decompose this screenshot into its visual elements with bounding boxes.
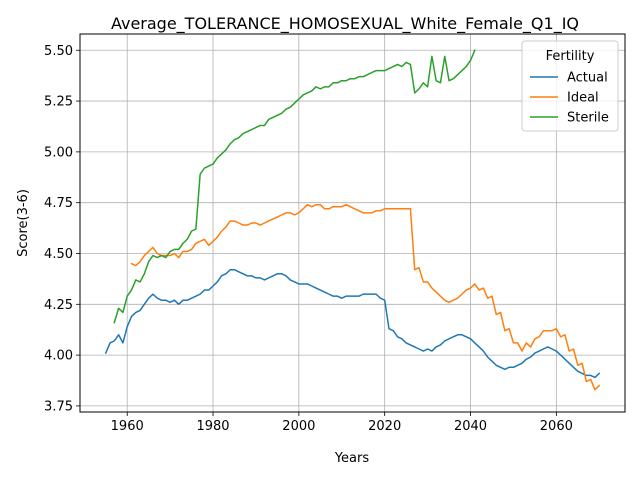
- y-tick-label: 4.75: [44, 196, 73, 211]
- plot-area-frame: [79, 33, 626, 413]
- y-tick-label: 5.25: [44, 95, 73, 110]
- y-tick-label: 4.25: [44, 298, 73, 313]
- legend-entries: Actual Ideal Sterile: [530, 71, 609, 126]
- y-tick-label: 5.00: [44, 145, 73, 160]
- x-tick-label: 1960: [111, 419, 144, 434]
- x-tick-label: 2040: [454, 419, 487, 434]
- x-tick-label: 2000: [282, 419, 315, 434]
- x-axis-ticks: 1960 1980 2000 2020 2040 2060: [111, 412, 573, 434]
- legend-label-actual: Actual: [567, 71, 608, 86]
- grid-lines: [80, 34, 625, 412]
- legend-box: [521, 40, 619, 132]
- y-tick-label: 4.50: [44, 247, 73, 262]
- y-tick-label: 5.50: [44, 44, 73, 59]
- legend-label-sterile: Sterile: [567, 111, 609, 126]
- legend: Fertility Actual Ideal Sterile: [521, 40, 619, 132]
- y-axis-label: Score(3-6): [16, 189, 31, 257]
- x-tick-label: 1980: [196, 419, 229, 434]
- x-tick-label: 2060: [540, 419, 573, 434]
- series-line-actual: [104, 268, 601, 379]
- x-axis-label: Years: [334, 451, 370, 466]
- series-lines: [104, 49, 601, 391]
- series-line-sterile: [113, 49, 476, 324]
- series-line-ideal: [130, 203, 601, 391]
- legend-title: Fertility: [546, 49, 595, 64]
- y-axis-ticks: 3.75 4.00 4.25 4.50 4.75 5.00 5.25 5.50: [44, 44, 80, 414]
- x-tick-label: 2020: [368, 419, 401, 434]
- y-tick-label: 4.00: [44, 349, 73, 364]
- y-tick-label: 3.75: [44, 399, 73, 414]
- chart-title: Average_TOLERANCE_HOMOSEXUAL_White_Femal…: [111, 14, 579, 34]
- legend-label-ideal: Ideal: [567, 91, 599, 106]
